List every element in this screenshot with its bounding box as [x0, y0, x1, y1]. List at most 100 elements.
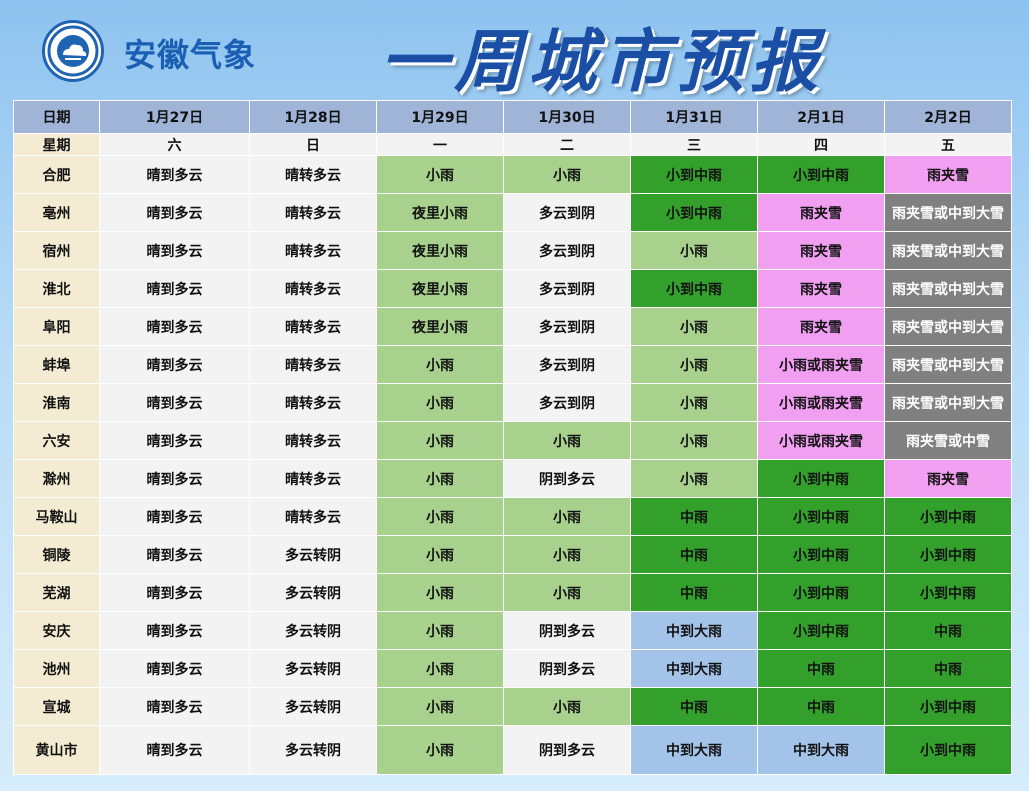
forecast-cell: 多云转阴	[249, 573, 377, 612]
forecast-cell: 中雨	[630, 535, 758, 574]
forecast-cell: 中雨	[630, 497, 758, 536]
forecast-cell: 晴转多云	[249, 459, 377, 498]
forecast-cell: 中雨	[884, 649, 1012, 688]
forecast-cell: 多云转阴	[249, 725, 377, 775]
forecast-cell: 晴到多云	[99, 611, 250, 650]
forecast-cell: 小雨	[503, 497, 631, 536]
forecast-cell: 小到中雨	[884, 535, 1012, 574]
forecast-cell: 小雨	[630, 383, 758, 422]
forecast-cell: 雨夹雪或中到大雪	[884, 269, 1012, 308]
forecast-cell: 雨夹雪	[757, 307, 885, 346]
table-row: 蚌埠 晴到多云 晴转多云 小雨 多云到阴 小雨 小雨或雨夹雪 雨夹雪或中到大雪	[13, 345, 1012, 384]
forecast-cell: 小雨	[630, 345, 758, 384]
forecast-cell: 晴到多云	[99, 269, 250, 308]
forecast-cell: 晴到多云	[99, 155, 250, 194]
forecast-cell: 小雨	[376, 535, 504, 574]
forecast-cell: 阴到多云	[503, 459, 631, 498]
weekday-cell: 日	[249, 133, 377, 156]
date-label: 日期	[13, 100, 100, 134]
table-row: 铜陵 晴到多云 多云转阴 小雨 小雨 中雨 小到中雨 小到中雨	[13, 535, 1012, 574]
forecast-cell: 晴转多云	[249, 155, 377, 194]
forecast-cell: 多云转阴	[249, 649, 377, 688]
forecast-cell: 小雨	[503, 573, 631, 612]
forecast-cell: 小到中雨	[630, 155, 758, 194]
date-cell: 1月30日	[503, 100, 631, 134]
forecast-cell: 多云到阴	[503, 307, 631, 346]
table-row: 宣城 晴到多云 多云转阴 小雨 小雨 中雨 中雨 小到中雨	[13, 687, 1012, 726]
forecast-cell: 小雨	[376, 611, 504, 650]
forecast-cell: 小到中雨	[630, 269, 758, 308]
forecast-cell: 晴到多云	[99, 383, 250, 422]
forecast-cell: 晴到多云	[99, 459, 250, 498]
date-cell: 1月31日	[630, 100, 758, 134]
weekday-cell: 三	[630, 133, 758, 156]
forecast-cell: 中雨	[757, 687, 885, 726]
forecast-cell: 小到中雨	[757, 459, 885, 498]
table-row: 淮南 晴到多云 晴转多云 小雨 多云到阴 小雨 小雨或雨夹雪 雨夹雪或中到大雪	[13, 383, 1012, 422]
city-name: 铜陵	[13, 535, 100, 574]
forecast-cell: 多云转阴	[249, 687, 377, 726]
forecast-cell: 小到中雨	[884, 687, 1012, 726]
forecast-cell: 阴到多云	[503, 611, 631, 650]
table-row: 阜阳 晴到多云 晴转多云 夜里小雨 多云到阴 小雨 雨夹雪 雨夹雪或中到大雪	[13, 307, 1012, 346]
forecast-cell: 阴到多云	[503, 725, 631, 775]
forecast-cell: 小雨	[376, 725, 504, 775]
forecast-cell: 多云转阴	[249, 611, 377, 650]
brand-name: 安徽气象	[124, 36, 257, 74]
forecast-cell: 夜里小雨	[376, 193, 504, 232]
date-cell: 2月2日	[884, 100, 1012, 134]
forecast-cell: 小雨	[376, 383, 504, 422]
forecast-cell: 晴转多云	[249, 345, 377, 384]
forecast-cell: 多云到阴	[503, 345, 631, 384]
forecast-cell: 中到大雨	[630, 725, 758, 775]
forecast-cell: 中雨	[630, 687, 758, 726]
city-name: 池州	[13, 649, 100, 688]
forecast-cell: 小雨或雨夹雪	[757, 345, 885, 384]
forecast-cell: 小到中雨	[884, 725, 1012, 775]
forecast-cell: 小雨	[376, 573, 504, 612]
forecast-cell: 小到中雨	[757, 611, 885, 650]
city-name: 阜阳	[13, 307, 100, 346]
city-name: 淮北	[13, 269, 100, 308]
forecast-cell: 夜里小雨	[376, 269, 504, 308]
forecast-cell: 小雨	[503, 421, 631, 460]
city-name: 淮南	[13, 383, 100, 422]
city-name: 安庆	[13, 611, 100, 650]
header: 安徽气象 一周城市预报	[0, 0, 1029, 102]
table-row: 黄山市 晴到多云 多云转阴 小雨 阴到多云 中到大雨 中到大雨 小到中雨	[13, 725, 1012, 775]
city-name: 六安	[13, 421, 100, 460]
forecast-cell: 小到中雨	[757, 155, 885, 194]
forecast-cell: 晴到多云	[99, 421, 250, 460]
forecast-cell: 小雨	[376, 155, 504, 194]
city-name: 合肥	[13, 155, 100, 194]
forecast-cell: 中到大雨	[630, 649, 758, 688]
date-cell: 1月29日	[376, 100, 504, 134]
forecast-cell: 中到大雨	[630, 611, 758, 650]
forecast-cell: 晴到多云	[99, 231, 250, 270]
forecast-cell: 小雨或雨夹雪	[757, 421, 885, 460]
forecast-cell: 多云到阴	[503, 383, 631, 422]
forecast-cell: 小到中雨	[757, 535, 885, 574]
forecast-cell: 小到中雨	[884, 573, 1012, 612]
weekday-cell: 五	[884, 133, 1012, 156]
forecast-cell: 晴转多云	[249, 383, 377, 422]
forecast-cell: 雨夹雪	[757, 231, 885, 270]
city-name: 宿州	[13, 231, 100, 270]
forecast-cell: 小雨	[376, 687, 504, 726]
forecast-cell: 小到中雨	[630, 193, 758, 232]
forecast-cell: 雨夹雪或中雪	[884, 421, 1012, 460]
forecast-cell: 晴转多云	[249, 307, 377, 346]
city-name: 蚌埠	[13, 345, 100, 384]
page-title: 一周城市预报	[380, 23, 825, 102]
forecast-table: 日期 1月27日 1月28日 1月29日 1月30日 1月31日 2月1日 2月…	[13, 100, 1012, 775]
date-cell: 1月28日	[249, 100, 377, 134]
table-row: 亳州 晴到多云 晴转多云 夜里小雨 多云到阴 小到中雨 雨夹雪 雨夹雪或中到大雪	[13, 193, 1012, 232]
forecast-cell: 多云转阴	[249, 535, 377, 574]
forecast-cell: 雨夹雪	[884, 459, 1012, 498]
forecast-cell: 小雨	[376, 459, 504, 498]
forecast-cell: 夜里小雨	[376, 231, 504, 270]
weekday-cell: 二	[503, 133, 631, 156]
forecast-cell: 小雨	[503, 155, 631, 194]
table-row: 合肥 晴到多云 晴转多云 小雨 小雨 小到中雨 小到中雨 雨夹雪	[13, 155, 1012, 194]
table-row: 宿州 晴到多云 晴转多云 夜里小雨 多云到阴 小雨 雨夹雪 雨夹雪或中到大雪	[13, 231, 1012, 270]
